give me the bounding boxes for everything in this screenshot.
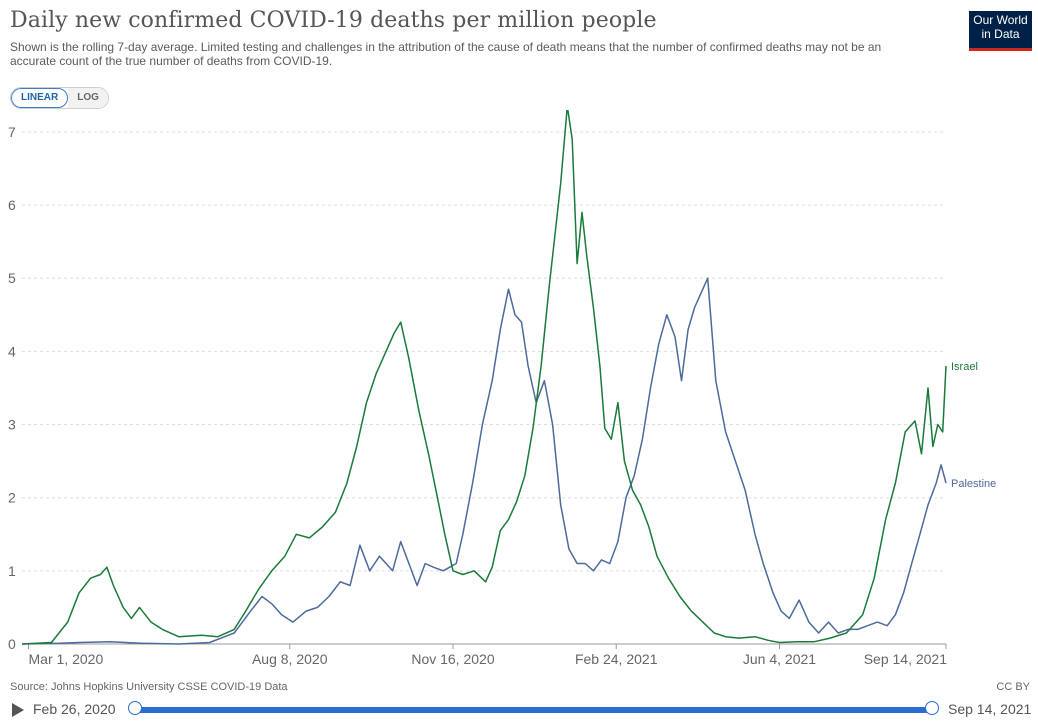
- license-link[interactable]: CC BY: [996, 681, 1030, 693]
- grid-lines: [22, 131, 946, 572]
- series-label-palestine: Palestine: [951, 478, 996, 490]
- owid-logo[interactable]: Our World in Data: [969, 11, 1032, 51]
- timeline-end-handle[interactable]: [925, 701, 939, 715]
- y-tick-label: 4: [8, 343, 16, 359]
- timeline: Feb 26, 2020 Sep 14, 2021: [0, 698, 1038, 722]
- x-tick-label: Aug 8, 2020: [252, 651, 328, 667]
- series-labels: Palestine Israel: [951, 361, 996, 490]
- series-label-israel: Israel: [951, 361, 978, 373]
- timeline-start-handle[interactable]: [128, 701, 142, 715]
- x-tick-label: Mar 1, 2020: [29, 651, 104, 667]
- chart-subtitle: Shown is the rolling 7-day average. Limi…: [10, 40, 882, 68]
- y-tick-label: 1: [8, 563, 16, 579]
- series-lines: [21, 110, 947, 645]
- timeline-end-label: Sep 14, 2021: [948, 701, 1032, 717]
- timeline-start-label: Feb 26, 2020: [33, 701, 116, 717]
- linear-scale-button[interactable]: LINEAR: [11, 88, 69, 108]
- y-tick-label: 0: [8, 636, 16, 652]
- source-note[interactable]: Source: Johns Hopkins University CSSE CO…: [10, 681, 288, 693]
- y-tick-label: 5: [8, 270, 16, 286]
- y-tick-label: 2: [8, 490, 16, 506]
- scale-toggle: LINEAR LOG: [10, 87, 109, 109]
- log-scale-button[interactable]: LOG: [68, 88, 108, 108]
- series-line-palestine[interactable]: [21, 277, 947, 645]
- y-tick-label: 7: [8, 124, 16, 140]
- logo-line-2: in Data: [981, 27, 1020, 41]
- line-chart: 0 1 2 3 4 5 6 7 Mar 1, 2020 Aug 8, 2020 Nov 16, 20…: [8, 110, 996, 667]
- logo-line-1: Our World: [973, 13, 1028, 27]
- timeline-track[interactable]: [135, 707, 932, 713]
- play-icon[interactable]: [12, 703, 24, 717]
- axes: 0 1 2 3 4 5 6 7 Mar 1, 2020 Aug 8, 2020 Nov 16, 20…: [8, 124, 947, 667]
- series-line-israel[interactable]: [21, 110, 947, 645]
- x-tick-label: Nov 16, 2020: [411, 651, 494, 667]
- y-tick-label: 6: [8, 197, 16, 213]
- chart-title: Daily new confirmed COVID-19 deaths per …: [10, 8, 657, 33]
- x-tick-label: Sep 14, 2021: [864, 651, 948, 667]
- y-tick-label: 3: [8, 417, 16, 433]
- x-tick-label: Feb 24, 2021: [575, 651, 658, 667]
- x-tick-label: Jun 4, 2021: [743, 651, 816, 667]
